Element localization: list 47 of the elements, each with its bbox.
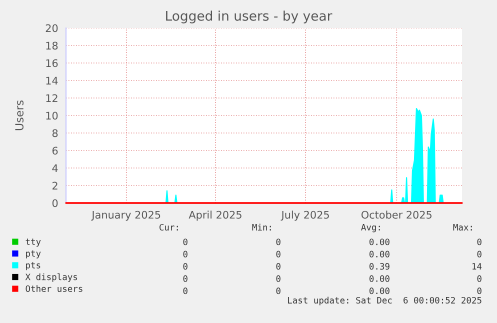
legend-label: pty	[26, 250, 41, 258]
y-tick-label: 10	[46, 112, 58, 120]
x-tick-label: January 2025	[91, 210, 160, 221]
x-tick-label: April 2025	[188, 210, 242, 221]
y-tick-label: 6	[52, 146, 58, 155]
legend-label: tty	[26, 238, 41, 247]
y-tick-label: 12	[46, 94, 58, 102]
text: Cur:	[160, 224, 178, 231]
text: Min:	[252, 224, 271, 230]
x-tick-label: October 2025	[361, 210, 432, 219]
y-axis-title: Users	[15, 100, 24, 130]
text: 14	[472, 263, 482, 270]
text: 0	[276, 238, 280, 246]
y-tick-label: 16	[46, 59, 58, 68]
text: 0	[183, 263, 188, 270]
text: 0.39	[370, 263, 390, 270]
y-tick-label: 0	[52, 199, 58, 208]
x-tick-label: July 2025	[280, 210, 329, 221]
legend-label: pts	[26, 262, 40, 270]
text: 0	[183, 275, 188, 282]
text: Last update: Sat Dec 6 00:00:52 2025	[288, 296, 482, 306]
text: 0	[477, 288, 482, 294]
text: 0.00	[370, 238, 390, 246]
text: 0.00	[370, 250, 390, 258]
legend-label: Other users	[26, 285, 82, 292]
text: 0	[183, 250, 188, 258]
text: 0.00	[370, 275, 390, 282]
chart-title: Logged in users - by year	[166, 10, 332, 24]
text: 0.00	[370, 288, 390, 294]
text: 0	[183, 288, 188, 294]
y-tick-label: 8	[52, 129, 58, 138]
legend-label: X displays	[25, 273, 78, 282]
text: 0	[477, 275, 482, 282]
y-tick-label: 20	[46, 24, 58, 32]
y-tick-label: 18	[46, 42, 58, 50]
text: 0	[276, 275, 280, 282]
y-tick-label: 2	[52, 182, 58, 190]
text: Avg:	[361, 224, 380, 232]
text: 0	[477, 238, 482, 246]
text: 0	[276, 263, 280, 270]
text: 0	[477, 250, 482, 258]
text: 0	[276, 250, 280, 258]
text: Max:	[453, 224, 472, 231]
text: 0	[183, 238, 188, 246]
text: 0	[276, 288, 280, 294]
y-tick-label: 14	[46, 76, 58, 84]
y-tick-label: 4	[52, 164, 58, 172]
